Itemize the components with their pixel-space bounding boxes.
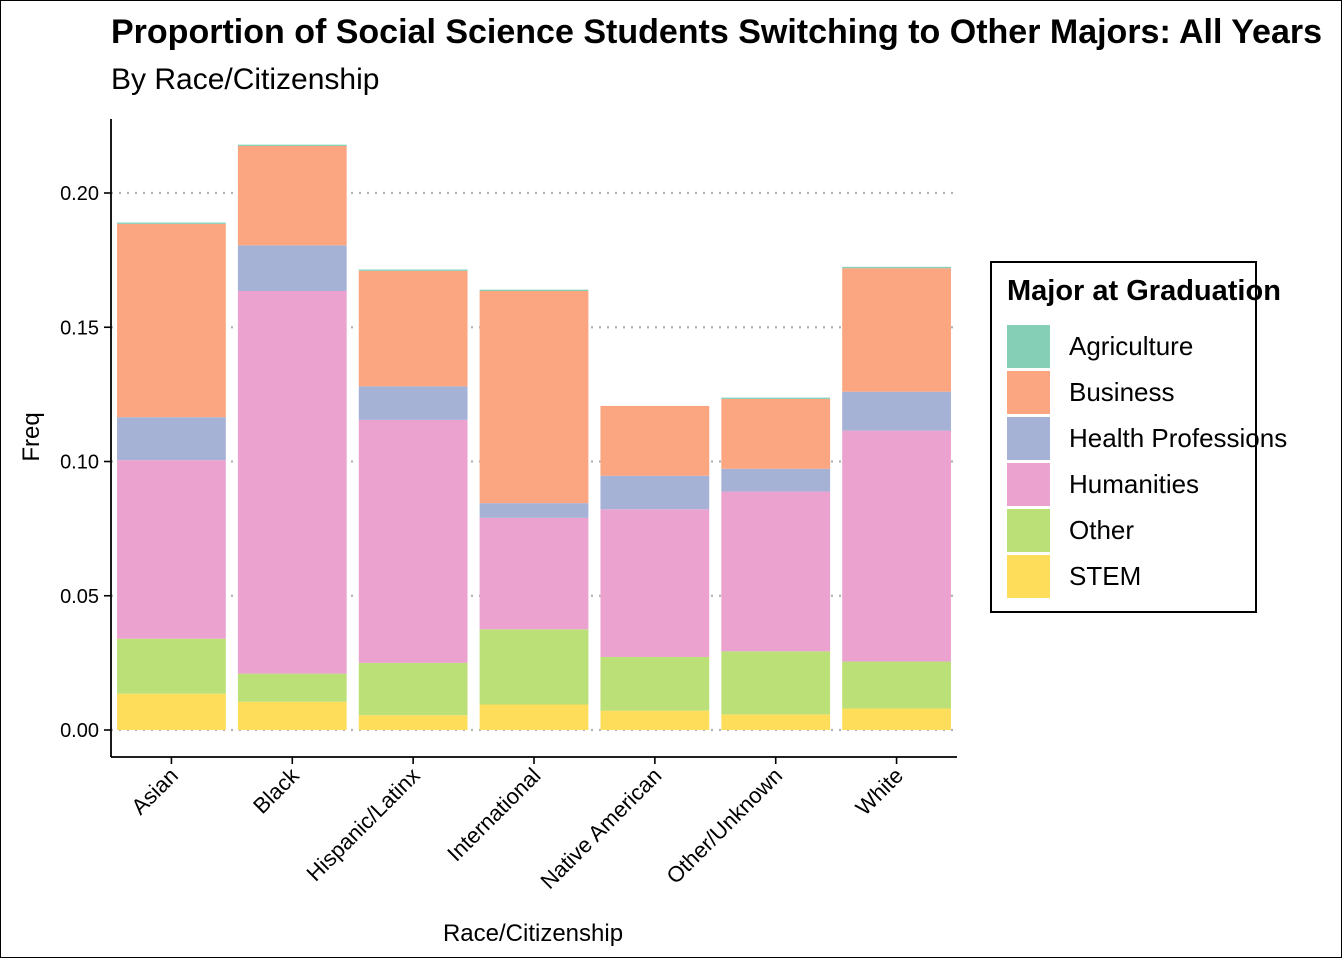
bar-agriculture — [721, 397, 831, 399]
bar-stem — [237, 701, 347, 730]
bar-health-professions — [117, 417, 226, 461]
bar-other — [358, 662, 468, 716]
legend-swatch — [1007, 325, 1050, 368]
x-axis-label: Race/Citizenship — [443, 920, 623, 947]
legend-label: Health Professions — [1069, 423, 1288, 453]
legend-item-other: Other — [1007, 509, 1327, 553]
legend-item-humanities: Humanities — [1007, 463, 1327, 507]
bar-health-professions — [479, 503, 589, 518]
y-tick-label: 0.20 — [60, 183, 99, 205]
legend-item-health-professions: Health Professions — [1007, 417, 1327, 461]
bar-agriculture — [842, 266, 951, 269]
bar-health-professions — [600, 475, 710, 510]
bar-business — [117, 223, 226, 418]
bar-health-professions — [237, 245, 347, 292]
bar-business — [358, 270, 468, 387]
legend-item-business: Business — [1007, 371, 1327, 415]
x-tick-label: Other/Unknown — [661, 763, 787, 889]
bar-stem — [479, 704, 589, 730]
bar-humanities — [117, 460, 226, 639]
bar-health-professions — [358, 386, 468, 420]
legend-swatch — [1007, 371, 1050, 414]
legend-swatch — [1007, 417, 1050, 460]
bar-business — [600, 405, 710, 476]
legend-label: STEM — [1069, 561, 1142, 591]
bar-health-professions — [842, 391, 951, 431]
bar-health-professions — [721, 468, 831, 492]
legend-swatch — [1007, 555, 1050, 598]
x-tick-label: Black — [248, 762, 304, 818]
bar-other — [600, 656, 710, 711]
bar-humanities — [842, 430, 951, 662]
bar-humanities — [237, 291, 347, 674]
bar-business — [721, 398, 831, 469]
x-tick-label: International — [442, 763, 545, 866]
bar-business — [479, 291, 589, 504]
bar-humanities — [721, 491, 831, 652]
bar-humanities — [358, 419, 468, 663]
legend-label: Agriculture — [1069, 331, 1194, 361]
bar-other — [842, 661, 951, 709]
x-tick-label: Asian — [126, 763, 183, 820]
legend-item-agriculture: Agriculture — [1007, 325, 1327, 369]
legend-label: Other — [1069, 515, 1135, 545]
bar-other — [721, 651, 831, 715]
legend-label: Humanities — [1069, 469, 1200, 499]
bars — [117, 144, 951, 730]
x-tick-label: White — [851, 763, 908, 820]
bar-humanities — [600, 509, 710, 657]
bar-business — [842, 268, 951, 392]
bar-agriculture — [237, 144, 347, 147]
bar-agriculture — [358, 269, 468, 271]
chart-subtitle: By Race/Citizenship — [111, 63, 380, 96]
y-tick-label: 0.10 — [60, 452, 99, 474]
bar-other — [237, 673, 347, 702]
legend-title: Major at Graduation — [1007, 275, 1281, 307]
y-axis-label: Freq — [18, 412, 45, 461]
legend: Major at Graduation Agriculture Business… — [990, 261, 1287, 613]
bar-other — [479, 629, 589, 705]
bar-agriculture — [117, 222, 226, 224]
bar-business — [237, 146, 347, 246]
bar-stem — [842, 708, 951, 730]
y-tick-label: 0.00 — [60, 720, 99, 742]
bar-agriculture — [479, 289, 589, 292]
y-tick-label: 0.05 — [60, 586, 99, 608]
legend-swatch — [1007, 509, 1050, 552]
bar-humanities — [479, 517, 589, 630]
legend-swatch — [1007, 463, 1050, 506]
x-tick-label: Native American — [535, 763, 666, 894]
bar-stem — [117, 693, 226, 730]
bar-stem — [358, 715, 468, 730]
bar-stem — [721, 714, 831, 730]
bar-stem — [600, 710, 710, 730]
bar-other — [117, 638, 226, 694]
y-tick-label: 0.15 — [60, 317, 99, 339]
legend-label: Business — [1069, 377, 1175, 407]
x-tick-label: Hispanic/Latinx — [302, 763, 425, 886]
legend-item-stem: STEM — [1007, 555, 1327, 599]
chart-title: Proportion of Social Science Students Sw… — [111, 13, 1323, 51]
